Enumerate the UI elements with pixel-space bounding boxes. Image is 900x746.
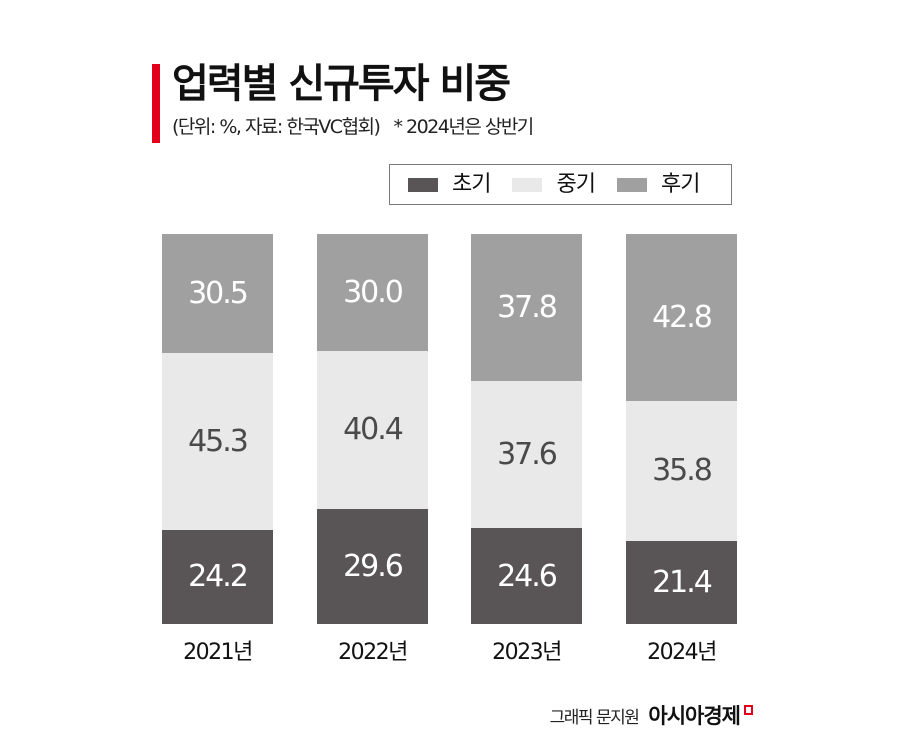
stacked-bar: 30.5 45.3 24.2 [162,234,273,624]
brand-logo-icon [744,705,753,715]
data-label: 30.0 [343,275,404,310]
legend-label: 초기 [452,171,491,197]
legend-swatch-early [408,177,438,192]
segment-early: 24.2 [162,529,273,624]
data-label: 37.8 [497,290,558,326]
data-label: 24.2 [188,559,249,595]
credit-line: 그래픽 문지원 아시아경제 [550,700,753,730]
data-label: 35.8 [652,453,713,489]
footnote-text: * 2024년은 상반기 [393,116,534,138]
unit-source-text: (단위: %, 자료: 한국VC협회) [172,116,381,138]
x-axis-label: 2022년 [338,640,408,665]
segment-late: 30.5 [162,234,273,353]
legend-item-mid: 중기 [512,171,596,198]
title-accent-bar [152,64,160,143]
segment-early: 29.6 [317,508,428,624]
plot-area: 30.5 45.3 24.2 2021년 30.0 40.4 29.6 2022년 37.8 37… [162,234,737,665]
segment-mid: 45.3 [162,352,273,530]
data-label: 21.4 [652,564,713,600]
legend-label: 중기 [556,171,595,197]
segment-late: 42.8 [626,234,737,401]
publisher-brand: 아시아경제 [648,704,741,728]
graphic-credit: 그래픽 문지원 [549,707,640,728]
legend-swatch-mid [512,177,543,192]
data-label: 45.3 [188,423,249,459]
legend-swatch-late [616,177,647,192]
stacked-bar: 37.8 37.6 24.6 [471,234,582,624]
segment-early: 24.6 [471,528,582,624]
segment-mid: 35.8 [626,400,737,541]
chart-title: 업력별 신규투자 비중 [172,61,511,107]
stacked-bar: 30.0 40.4 29.6 [317,234,428,624]
stacked-bar: 42.8 35.8 21.4 [626,234,737,624]
x-axis-label: 2024년 [647,640,717,665]
data-label: 40.4 [343,412,404,448]
segment-early: 21.4 [626,540,737,624]
legend-item-early: 초기 [408,171,491,198]
data-label: 29.6 [343,548,404,584]
legend: 초기 중기 후기 [389,164,732,205]
legend-item-late: 후기 [616,171,700,198]
data-label: 30.5 [188,275,249,311]
segment-mid: 40.4 [317,351,428,509]
data-label: 42.8 [652,299,713,335]
data-label: 37.6 [497,437,558,473]
legend-label: 후기 [660,171,700,197]
segment-late: 30.0 [317,234,428,351]
segment-late: 37.8 [471,234,582,382]
data-label: 24.6 [497,558,558,594]
segment-mid: 37.6 [471,381,582,529]
x-axis-label: 2021년 [183,640,253,665]
chart-subtitle: (단위: %, 자료: 한국VC협회) * 2024년은 상반기 [172,114,534,140]
x-axis-label: 2023년 [492,640,562,665]
